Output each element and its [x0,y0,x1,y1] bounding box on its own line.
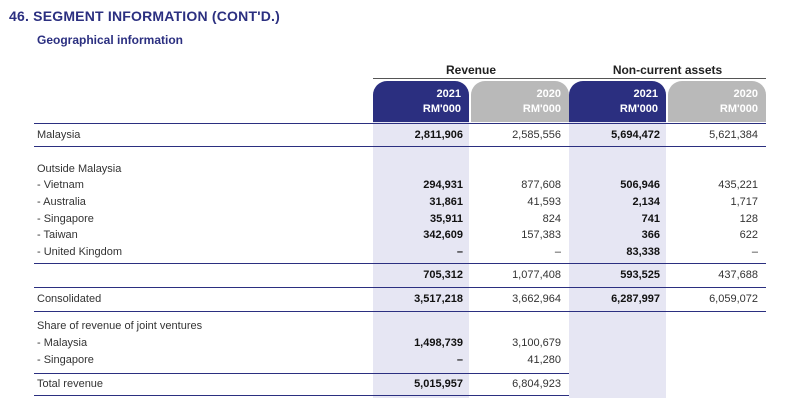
total-revenue-top-rule [34,373,569,374]
vietnam-revenue-2021: 294,931 [423,179,463,191]
taiwan-revenue-2020: 157,383 [521,229,561,241]
consolidated-revenue-2020: 3,662,964 [512,293,561,305]
jv-singapore-revenue-2020: 41,280 [527,354,561,366]
row-label-malaysia: Malaysia [37,129,81,141]
column-header-assets-2021: 2021 RM'000 [569,81,666,122]
column-year: 2021 [633,88,658,100]
header-rule [34,123,766,124]
column-year: 2020 [733,88,758,100]
row-label-singapore: - Singapore [37,213,94,225]
assets-group-header: Non-current assets [612,63,723,77]
row-label-total-revenue: Total revenue [37,378,104,390]
singapore-revenue-2021: 35,911 [429,213,463,225]
revenue-group-rule [373,78,569,79]
malaysia-assets-2020: 5,621,384 [709,129,758,141]
section-title: 46. SEGMENT INFORMATION (CONT'D.) [9,8,281,24]
revenue-group-header: Revenue [445,63,497,77]
assets-group-rule [569,78,766,79]
subtotal-top-rule [34,263,766,264]
consolidated-assets-2020: 6,059,072 [709,293,758,305]
uk-assets-2021: 83,338 [626,246,660,258]
row-label-australia: - Australia [37,196,86,208]
consolidated-rule [34,311,766,312]
subtotal-bottom-rule [34,287,766,288]
column-unit: RM'000 [522,103,561,115]
malaysia-assets-2021: 5,694,472 [611,129,660,141]
row-label-consolidated: Consolidated [37,293,102,305]
singapore-revenue-2020: 824 [542,213,561,225]
outside-malaysia-heading: Outside Malaysia [37,163,122,175]
malaysia-revenue-2020: 2,585,556 [512,129,561,141]
australia-revenue-2020: 41,593 [527,196,561,208]
uk-assets-2020: – [751,246,758,258]
column-unit: RM'000 [422,103,461,115]
malaysia-revenue-2021: 2,811,906 [414,129,463,141]
joint-ventures-heading: Share of revenue of joint ventures [37,320,203,332]
singapore-assets-2020: 128 [739,213,758,225]
vietnam-assets-2020: 435,221 [718,179,758,191]
outside-total-assets-2020: 437,688 [718,269,758,281]
vietnam-revenue-2020: 877,608 [521,179,561,191]
section-subtitle: Geographical information [37,33,184,47]
column-header-assets-2020: 2020 RM'000 [668,81,766,122]
australia-assets-2021: 2,134 [632,196,660,208]
column-unit: RM'000 [619,103,658,115]
jv-malaysia-revenue-2020: 3,100,679 [512,337,561,349]
taiwan-assets-2021: 366 [641,229,660,241]
row-label-jv-malaysia: - Malaysia [37,337,88,349]
uk-revenue-2021: – [456,246,463,258]
column-header-revenue-2021: 2021 RM'000 [373,81,469,122]
row-label-vietnam: - Vietnam [37,179,84,191]
australia-assets-2020: 1,717 [730,196,758,208]
consolidated-revenue-2021: 3,517,218 [414,293,463,305]
outside-total-assets-2021: 593,525 [620,269,660,281]
consolidated-assets-2021: 6,287,997 [611,293,660,305]
taiwan-assets-2020: 622 [739,229,758,241]
australia-revenue-2021: 31,861 [429,196,463,208]
column-header-revenue-2020: 2020 RM'000 [471,81,569,122]
outside-total-revenue-2020: 1,077,408 [512,269,561,281]
jv-singapore-revenue-2021: – [456,354,463,366]
row-label-taiwan: - Taiwan [37,229,78,241]
singapore-assets-2021: 741 [641,213,660,225]
revenue-2021-column-shade [373,118,469,398]
total-revenue-2021: 5,015,957 [414,378,463,390]
row-label-united-kingdom: - United Kingdom [37,246,122,258]
uk-revenue-2020: – [554,246,561,258]
taiwan-revenue-2021: 342,609 [423,229,463,241]
column-unit: RM'000 [719,103,758,115]
outside-total-revenue-2021: 705,312 [423,269,463,281]
total-revenue-bottom-rule [34,395,569,396]
column-year: 2021 [436,88,461,100]
jv-malaysia-revenue-2021: 1,498,739 [414,337,463,349]
column-year: 2020 [536,88,561,100]
malaysia-rule [34,146,766,147]
row-label-jv-singapore: - Singapore [37,354,94,366]
vietnam-assets-2021: 506,946 [620,179,660,191]
total-revenue-2020: 6,804,923 [512,378,561,390]
assets-2021-column-shade [569,118,666,398]
